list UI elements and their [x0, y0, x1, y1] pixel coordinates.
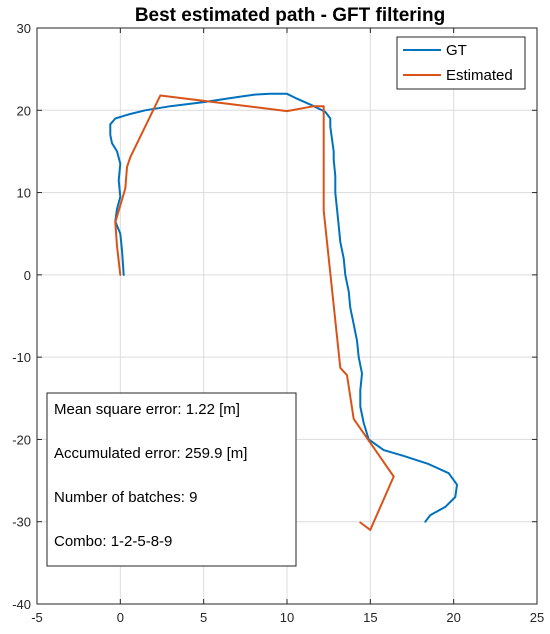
legend-label-estimated: Estimated	[446, 67, 513, 84]
legend: GT Estimated	[396, 36, 526, 90]
y-tick-label: 0	[24, 268, 31, 283]
y-tick-label: -30	[12, 515, 31, 530]
x-tick-label: -5	[31, 610, 43, 625]
legend-box	[396, 36, 526, 90]
tick-labels: -5 0 5 10 15 20 25 -40 -30 -20 -10 0 10 20 30	[12, 21, 544, 625]
accumulated-error-text: Accumulated error: 259.9 [m]	[54, 445, 247, 462]
x-tick-label: 0	[117, 610, 124, 625]
number-of-batches-text: Number of batches: 9	[54, 489, 197, 506]
x-tick-label: 20	[446, 610, 460, 625]
legend-label-gt: GT	[446, 42, 467, 59]
chart-title: Best estimated path - GFT filtering	[135, 5, 445, 26]
x-tick-label: 10	[280, 610, 294, 625]
axes-box	[36, 27, 538, 605]
error-info-box: Mean square error: 1.22 [m] Accumulated …	[46, 392, 297, 567]
x-tick-label: 25	[530, 610, 544, 625]
y-tick-label: 20	[17, 103, 31, 118]
y-tick-label: 30	[17, 21, 31, 36]
combo-text: Combo: 1-2-5-8-9	[54, 533, 172, 550]
x-tick-label: 5	[200, 610, 207, 625]
y-tick-label: -10	[12, 350, 31, 365]
y-tick-label: -20	[12, 432, 31, 447]
mean-square-error-text: Mean square error: 1.22 [m]	[54, 401, 240, 418]
info-box-frame	[46, 392, 297, 567]
axes	[36, 27, 538, 605]
y-tick-label: -40	[12, 597, 31, 612]
x-tick-label: 15	[363, 610, 377, 625]
series-line-estimated	[114, 94, 395, 531]
y-tick-label: 10	[17, 186, 31, 201]
plot-series	[109, 92, 458, 531]
